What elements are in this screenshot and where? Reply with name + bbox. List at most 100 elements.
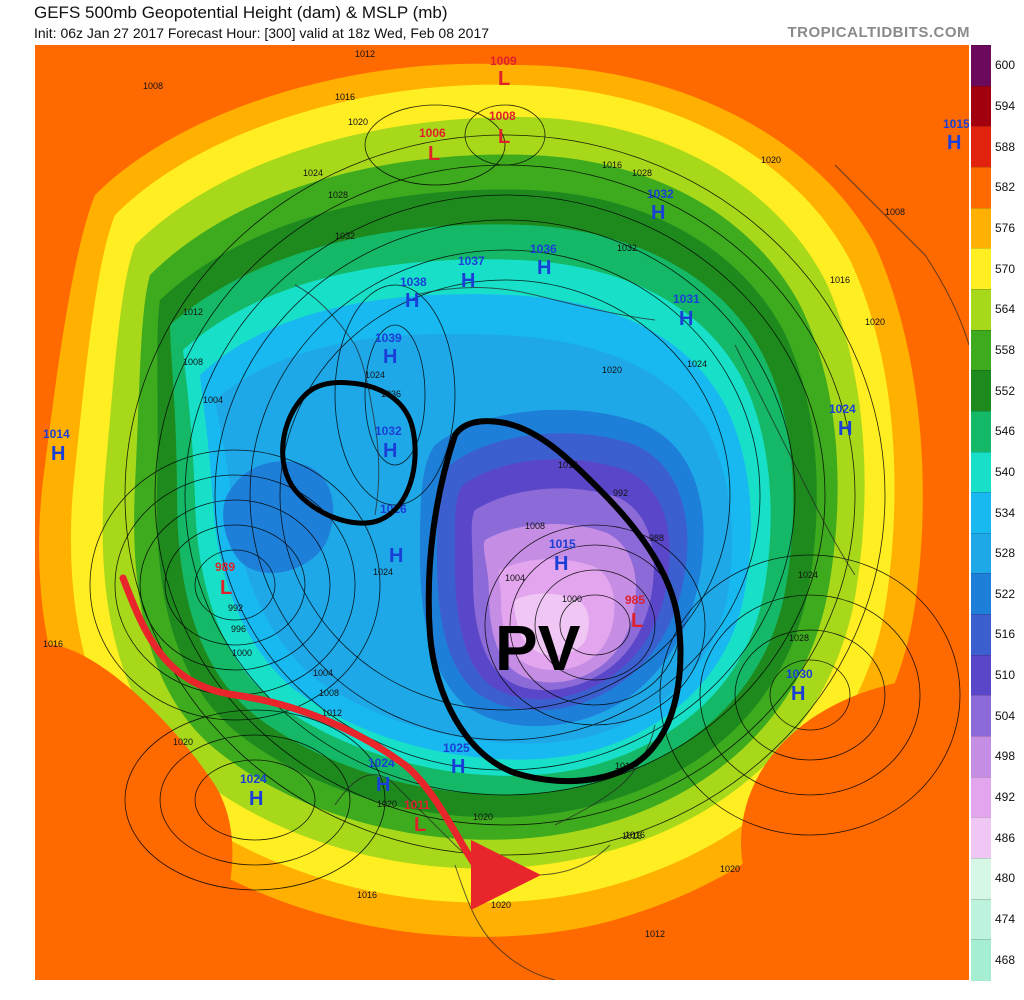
isobar-label: 1000 <box>232 648 252 658</box>
isobar-label: 1012 <box>322 708 342 718</box>
isobar-label: 1020 <box>473 812 493 822</box>
isobar-label: 1016 <box>558 460 578 470</box>
isobar-label: 1020 <box>865 317 885 327</box>
isobar-label: 1012 <box>183 307 203 317</box>
color-scale-label: 516 <box>995 627 1016 642</box>
color-scale-swatch <box>971 939 991 981</box>
isobar-label: 1028 <box>328 190 348 200</box>
color-scale-swatch <box>971 126 991 168</box>
color-scale-label: 510 <box>995 668 1016 683</box>
system-value: 1009 <box>490 54 517 68</box>
isobar-label: 1012 <box>355 49 375 59</box>
isobar-label: 996 <box>231 624 246 634</box>
height-field <box>35 45 969 980</box>
isobar-label: 1008 <box>143 81 163 91</box>
color-scale-swatch <box>971 695 991 738</box>
high-pressure-marker: H <box>679 308 693 330</box>
low-pressure-marker: L <box>428 143 440 165</box>
system-value: 1025 <box>443 741 470 755</box>
isobar-label: 1016 <box>622 831 642 841</box>
isobar-label: 1016 <box>43 639 63 649</box>
isobar-lines <box>89 104 961 891</box>
low-pressure-marker: L <box>631 610 643 632</box>
isobar-label: 1012 <box>645 929 665 939</box>
brand-watermark[interactable]: TROPICALTIDBITS.COM <box>787 24 970 41</box>
high-pressure-marker: H <box>537 257 551 279</box>
isobar-label: 1020 <box>761 155 781 165</box>
color-scale-swatch <box>971 776 991 819</box>
color-scale-swatch <box>971 614 991 656</box>
color-scale-label: 552 <box>995 383 1016 398</box>
isobar-label: 1020 <box>173 737 193 747</box>
isobar-label: 1008 <box>183 357 203 367</box>
color-scale-swatch <box>971 410 991 453</box>
coastlines <box>294 164 969 980</box>
color-scale-label: 582 <box>995 180 1016 195</box>
system-value: 1036 <box>530 242 557 256</box>
system-value: 1015 <box>943 117 969 131</box>
isobar-label: 1004 <box>505 573 525 583</box>
low-pressure-marker: L <box>498 126 510 148</box>
isobar-label: 1020 <box>602 365 622 375</box>
system-value: 985 <box>625 593 645 607</box>
system-value: 1024 <box>240 772 267 786</box>
isobar-label: 1016 <box>335 92 355 102</box>
isobar-label: 1016 <box>357 890 377 900</box>
color-scale-legend: 600 594 588 582 576 570 564 558 552 546 540 534 528 5… <box>971 45 1024 981</box>
isobar-label: 1024 <box>373 567 393 577</box>
atlantic-ridge <box>741 675 969 980</box>
isobar-labels: 1012 1008 1016 1020 1024 1028 1032 1036 … <box>43 49 905 939</box>
system-value: 1008 <box>489 109 516 123</box>
color-scale-swatch <box>971 166 991 209</box>
map-svg: 1012 1008 1016 1020 1024 1028 1032 1036 … <box>35 45 969 980</box>
isobar-label: 1008 <box>319 688 339 698</box>
high-pressure-marker: H <box>376 774 390 796</box>
high-pressure-marker: H <box>51 443 65 465</box>
isobar-label: 1016 <box>830 275 850 285</box>
isobar-label: 1028 <box>789 633 809 643</box>
color-scale-label: 546 <box>995 424 1016 439</box>
color-scale-label: 570 <box>995 261 1016 276</box>
isobar-label: 1032 <box>335 231 355 241</box>
color-scale-label: 564 <box>995 302 1016 317</box>
high-pressure-marker: H <box>383 346 397 368</box>
isobar-label: 1016 <box>602 160 622 170</box>
system-value: 989 <box>215 560 235 574</box>
high-pressure-marker: H <box>405 290 419 312</box>
isobar-label: 1024 <box>687 359 707 369</box>
isobar-label: 1004 <box>313 668 333 678</box>
pv-label: PV <box>495 612 581 684</box>
system-value: 1006 <box>419 126 446 140</box>
color-scale-label: 528 <box>995 546 1016 561</box>
map-subtitle: Init: 06z Jan 27 2017 Forecast Hour: [30… <box>34 25 490 41</box>
high-pressure-marker: H <box>947 132 961 154</box>
system-value: 1037 <box>458 254 485 268</box>
color-scale-swatch <box>971 736 991 778</box>
high-pressure-marker: H <box>451 756 465 778</box>
isobar-label: 1012 <box>615 761 635 771</box>
system-value: 1024 <box>368 756 395 770</box>
high-pressure-marker: H <box>838 418 852 440</box>
high-pressure-marker: H <box>461 270 475 292</box>
isobar-label: 992 <box>228 603 243 613</box>
system-value: 1024 <box>829 402 856 416</box>
color-scale-label: 600 <box>995 58 1016 73</box>
isobar-label: 1024 <box>798 570 818 580</box>
high-pressure-marker: H <box>651 202 665 224</box>
isobar-label: 1028 <box>632 168 652 178</box>
isobar-label: 1020 <box>720 864 740 874</box>
isobar-label: 992 <box>613 488 628 498</box>
color-scale-swatch <box>971 288 991 331</box>
color-scale-label: 594 <box>995 98 1016 113</box>
high-pressure-marker: H <box>389 545 403 567</box>
color-scale-swatch <box>971 451 991 494</box>
isobar-label: 1008 <box>525 521 545 531</box>
color-scale-swatch <box>971 858 991 900</box>
color-scale-label: 474 <box>995 912 1016 927</box>
color-scale-label: 576 <box>995 220 1016 235</box>
color-scale-swatch <box>971 898 991 941</box>
isobar-label: 1020 <box>377 799 397 809</box>
system-value: 1015 <box>549 537 576 551</box>
color-scale-swatch <box>971 532 991 575</box>
polar-vortex-outline <box>425 418 684 785</box>
